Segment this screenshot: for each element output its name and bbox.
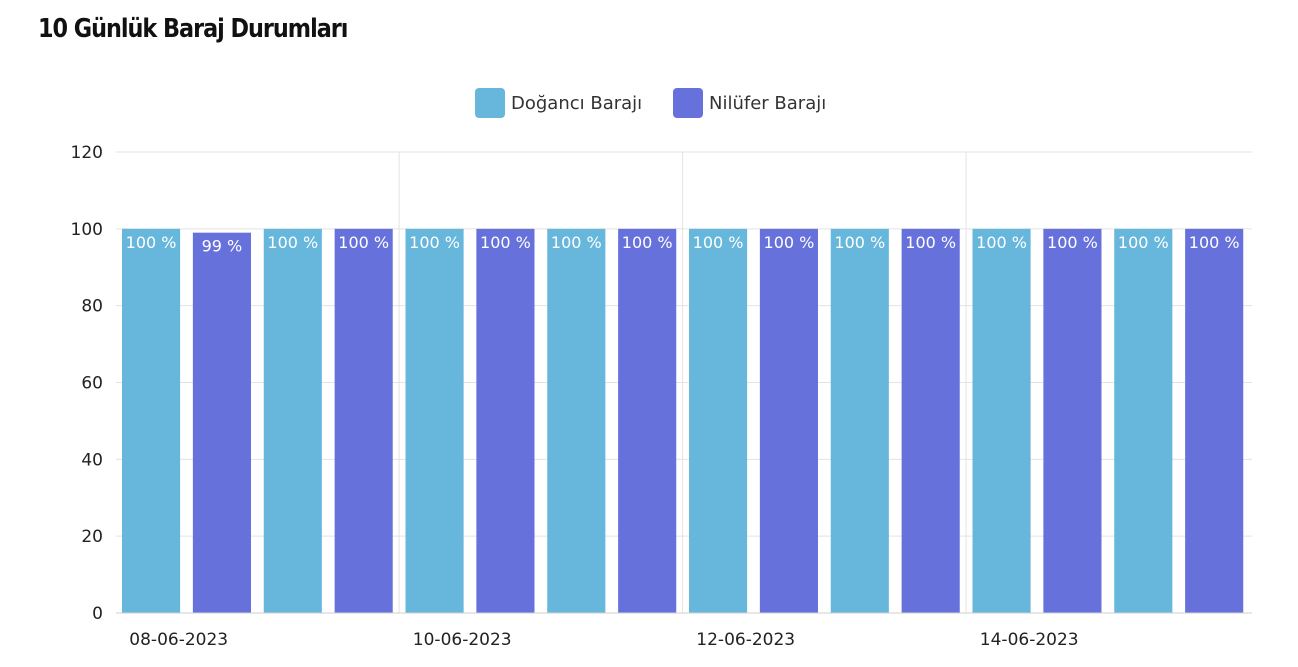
bar-value-label: 100 % <box>622 233 673 252</box>
y-tick-label: 60 <box>81 374 103 394</box>
x-tick-label: 12-06-2023 <box>696 630 795 650</box>
bar-value-label: 100 % <box>976 233 1027 252</box>
bar-labels: 100 % 99 % 100 % 100 % 100 % 100 % 100 % 100 % 1… <box>126 233 1240 256</box>
bar <box>1043 228 1102 614</box>
bar-value-label: 100 % <box>905 233 956 252</box>
bar-value-label: 100 % <box>834 233 885 252</box>
legend-item[interactable]: Nilüfer Barajı <box>673 88 826 118</box>
bar <box>476 228 535 614</box>
y-tick-label: 120 <box>71 143 103 163</box>
bar-value-label: 99 % <box>202 237 243 256</box>
page-title: 10 Günlük Baraj Durumları <box>38 14 348 44</box>
bar-value-label: 100 % <box>480 233 531 252</box>
bar-value-label: 100 % <box>764 233 815 252</box>
axes: 0 20 40 60 80 100 120 08-06-2023 10-06-2023 12-06… <box>71 143 1252 650</box>
bar <box>618 228 677 614</box>
legend-item[interactable]: Doğancı Barajı <box>475 88 642 118</box>
legend-label: Nilüfer Barajı <box>709 93 826 114</box>
bars <box>122 228 1244 614</box>
bar-value-label: 100 % <box>693 233 744 252</box>
bar <box>547 228 606 614</box>
x-tick-label: 14-06-2023 <box>980 630 1079 650</box>
bar-value-label: 100 % <box>1118 233 1169 252</box>
bar <box>972 228 1031 614</box>
bar-value-label: 100 % <box>338 233 389 252</box>
bar <box>334 228 393 614</box>
bar-value-label: 100 % <box>267 233 318 252</box>
bar-value-label: 100 % <box>409 233 460 252</box>
legend-label: Doğancı Barajı <box>511 93 642 114</box>
bar-value-label: 100 % <box>1047 233 1098 252</box>
y-tick-label: 40 <box>81 450 103 470</box>
legend-swatch <box>673 88 703 118</box>
y-tick-label: 80 <box>81 297 103 317</box>
bar-value-label: 100 % <box>551 233 602 252</box>
bar <box>122 228 181 614</box>
x-tick-label: 10-06-2023 <box>413 630 512 650</box>
bar <box>192 232 251 614</box>
bar-value-label: 100 % <box>1189 233 1240 252</box>
y-tick-label: 100 <box>71 220 103 240</box>
bar <box>901 228 960 614</box>
bar <box>1185 228 1244 614</box>
legend[interactable]: Doğancı Barajı Nilüfer Barajı <box>475 88 826 118</box>
bar <box>263 228 322 614</box>
bar <box>1114 228 1173 614</box>
y-tick-label: 0 <box>92 604 103 624</box>
legend-swatch <box>475 88 505 118</box>
bar <box>830 228 889 614</box>
bar-value-label: 100 % <box>126 233 177 252</box>
bar <box>405 228 464 614</box>
y-tick-label: 20 <box>81 527 103 547</box>
x-tick-label: 08-06-2023 <box>129 630 228 650</box>
bar <box>759 228 818 614</box>
bar <box>689 228 748 614</box>
